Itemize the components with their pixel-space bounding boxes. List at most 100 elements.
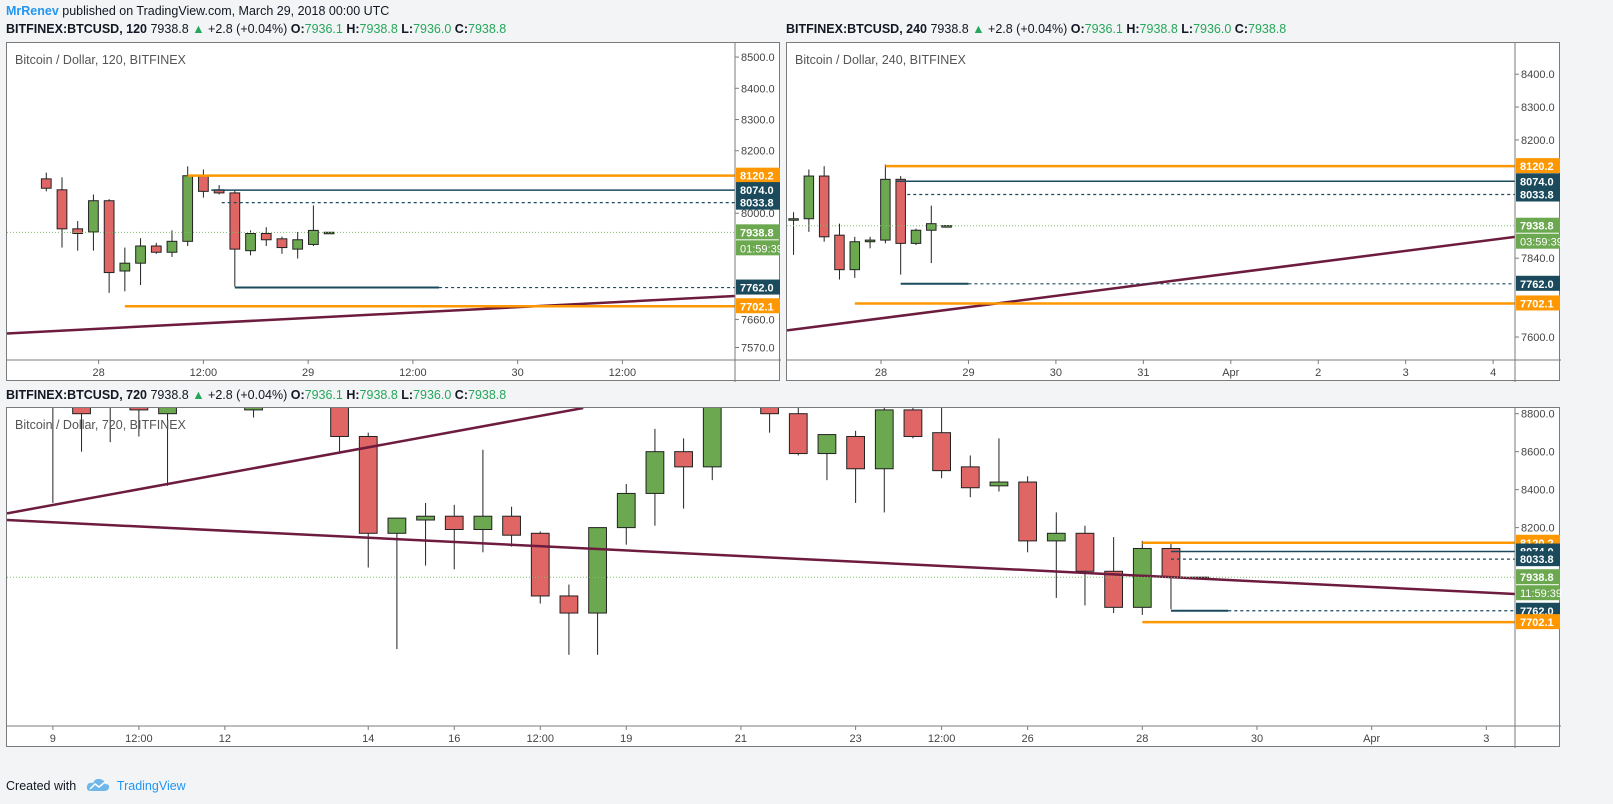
legend-panel-2: BITFINEX:BTCUSD, 240 7938.8 ▲ +2.8 (+0.0… bbox=[786, 21, 1286, 37]
created-with-text: Created with bbox=[6, 778, 77, 793]
high-label: H: bbox=[346, 388, 360, 402]
candle-down bbox=[40, 178, 52, 189]
tradingview-link[interactable]: TradingView bbox=[116, 778, 186, 793]
y-tick-label: 8500.0 bbox=[741, 52, 775, 64]
candle-down bbox=[1075, 532, 1095, 572]
chart-panel-120[interactable]: 8500.0 8400.0 8300.0 8200.0 8000.0 7660.0 7570… bbox=[6, 42, 781, 382]
candle bbox=[803, 169, 815, 232]
candle bbox=[56, 177, 68, 248]
price-label: 8033.8 bbox=[1520, 554, 1554, 566]
x-tick-label: 12 bbox=[219, 733, 231, 745]
candle-up bbox=[416, 515, 435, 521]
price-label: 8120.2 bbox=[740, 171, 774, 183]
candle bbox=[52, 408, 54, 503]
candle-down bbox=[72, 228, 84, 235]
candle-up bbox=[292, 239, 304, 250]
candle bbox=[198, 169, 209, 198]
candle bbox=[150, 242, 162, 254]
price-label: 7938.8 bbox=[740, 227, 774, 239]
candle-up bbox=[88, 200, 99, 233]
candle bbox=[244, 408, 263, 418]
close-value: 7938.8 bbox=[1248, 22, 1287, 36]
x-tick-label: 12:00 bbox=[928, 733, 956, 745]
x-tick-label: 12:00 bbox=[399, 367, 427, 379]
price-label: 8074.0 bbox=[1520, 176, 1554, 188]
candle-up bbox=[616, 492, 636, 529]
candle-down bbox=[788, 413, 808, 455]
candle bbox=[308, 205, 319, 247]
countdown-label: 03:59:39 bbox=[1520, 237, 1561, 249]
candle bbox=[849, 236, 861, 278]
countdown-box bbox=[1516, 585, 1560, 601]
candle bbox=[72, 221, 84, 251]
symbol-label[interactable]: BITFINEX:BTCUSD, 120 bbox=[6, 22, 147, 36]
candle bbox=[530, 531, 550, 604]
candle-up bbox=[387, 517, 407, 534]
candle bbox=[260, 227, 272, 247]
price-label: 7762.0 bbox=[740, 283, 774, 295]
candle bbox=[559, 584, 579, 655]
candle-down bbox=[502, 515, 521, 536]
candle bbox=[292, 231, 304, 259]
candle-up bbox=[1132, 547, 1152, 608]
low-label: L: bbox=[401, 388, 414, 402]
candle-down bbox=[444, 515, 464, 531]
price-label-box bbox=[1516, 158, 1560, 174]
candle-up bbox=[910, 229, 922, 244]
candle bbox=[817, 434, 837, 481]
legend-panel-1: BITFINEX:BTCUSD, 120 7938.8 ▲ +2.8 (+0.0… bbox=[6, 21, 506, 37]
candle-down bbox=[834, 234, 845, 271]
candle bbox=[129, 408, 149, 437]
candle bbox=[989, 438, 1009, 492]
y-tick-label: 8200.0 bbox=[1521, 523, 1555, 535]
y-tick-label: 8200.0 bbox=[741, 146, 775, 158]
candle-up bbox=[166, 240, 178, 253]
last-price: 7938.8 bbox=[927, 22, 973, 36]
countdown-box bbox=[1516, 233, 1560, 249]
candle-up bbox=[864, 239, 876, 243]
open-value: 7936.1 bbox=[304, 22, 347, 36]
candle-down bbox=[818, 175, 830, 238]
candle-down bbox=[150, 245, 162, 253]
y-tick-label: 8400.0 bbox=[1521, 69, 1555, 81]
x-tick-label: 28 bbox=[1136, 733, 1148, 745]
low-value: 7936.0 bbox=[413, 388, 455, 402]
candle-down bbox=[229, 192, 241, 250]
candle-down bbox=[56, 189, 68, 230]
candle bbox=[926, 205, 937, 264]
candle-down bbox=[674, 451, 693, 468]
plot-area bbox=[787, 164, 1515, 332]
price-label: 7762.0 bbox=[1520, 279, 1554, 291]
candle bbox=[760, 408, 779, 433]
candle-down bbox=[260, 233, 272, 241]
x-tick-label: 12:00 bbox=[190, 367, 218, 379]
chart-panel-240[interactable]: 8400.0 8300.0 8200.0 7840.0 7600.0 28 29 30 31 Ap… bbox=[786, 42, 1561, 382]
candle-up bbox=[817, 434, 837, 455]
candle bbox=[1046, 512, 1066, 598]
candle bbox=[874, 408, 894, 513]
candle bbox=[358, 432, 378, 568]
change-up-arrow: ▲ bbox=[972, 22, 985, 36]
candle-up bbox=[926, 223, 937, 231]
x-tick-label: Apr bbox=[1363, 733, 1380, 745]
chart-panel-720[interactable]: 8800.0 8600.0 8400.0 8200.0 9 12:00 12 14 16 12:0… bbox=[6, 407, 1561, 748]
candle-down bbox=[276, 238, 288, 249]
candle bbox=[895, 176, 906, 275]
candle bbox=[1132, 540, 1152, 615]
symbol-label[interactable]: BITFINEX:BTCUSD, 720 bbox=[6, 388, 147, 402]
x-tick-label: 28 bbox=[93, 367, 105, 379]
candle bbox=[109, 408, 111, 443]
candle bbox=[103, 199, 115, 293]
publish-info: MrRenev published on TradingView.com, Ma… bbox=[6, 4, 389, 18]
x-tick-label: 3 bbox=[1483, 733, 1489, 745]
candle bbox=[416, 502, 435, 566]
symbol-label[interactable]: BITFINEX:BTCUSD, 240 bbox=[786, 22, 927, 36]
price-label: 7938.8 bbox=[1520, 221, 1554, 233]
author-link[interactable]: MrRenev bbox=[6, 4, 59, 18]
candle bbox=[72, 408, 91, 452]
price-label: 7702.1 bbox=[740, 301, 774, 313]
open-label: O: bbox=[1070, 22, 1085, 36]
candle-down bbox=[903, 409, 923, 437]
trendline-upper bbox=[7, 408, 584, 515]
plot-area bbox=[7, 166, 735, 335]
